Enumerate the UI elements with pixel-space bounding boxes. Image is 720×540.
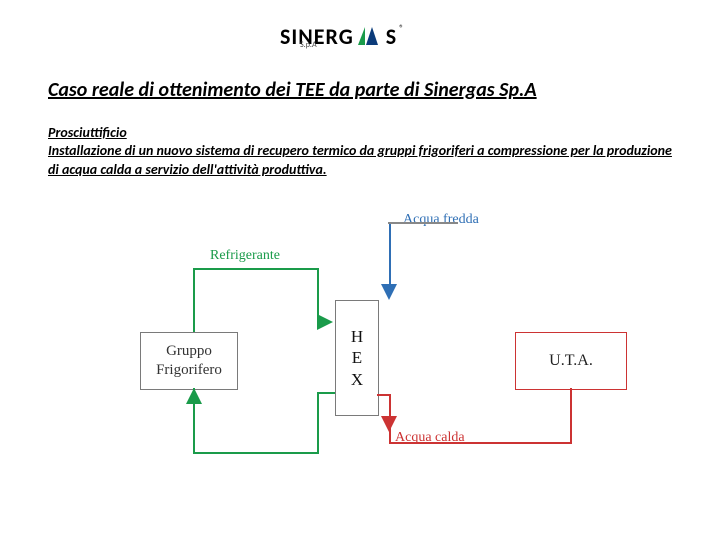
- pipe-green-in: [317, 392, 319, 452]
- pipe-green-out: [317, 268, 319, 322]
- logo-subtitle: S.p.A: [300, 40, 317, 50]
- arrow-icon: [381, 416, 397, 432]
- label-acqua-fredda: Acqua fredda: [403, 212, 479, 228]
- pipe-green-in: [193, 388, 195, 452]
- pipe-green-out: [317, 322, 327, 324]
- pipe-green-out: [193, 268, 317, 270]
- slide-subtitle-2: Installazione di un nuovo sistema di rec…: [48, 142, 672, 180]
- pipe-red-out: [377, 394, 389, 396]
- pipe-grey: [388, 222, 458, 224]
- node-uta: U.T.A.: [515, 332, 627, 390]
- pipe-red-out: [389, 442, 572, 444]
- logo-text-right: S: [386, 23, 397, 50]
- node-gruppo-frigorifero: GruppoFrigorifero: [140, 332, 238, 390]
- label-refrigerante: Refrigerante: [210, 248, 280, 264]
- logo-registered-icon: ®: [399, 23, 404, 34]
- slide-title: Caso reale di ottenimento dei TEE da par…: [48, 78, 672, 102]
- slide-subtitle-1: Prosciuttificio: [48, 124, 127, 141]
- slide: SINERG S ® S.p.A Caso reale di ottenimen…: [0, 0, 720, 540]
- node-hex: HEX: [335, 300, 379, 416]
- sinergas-logo: SINERG S ®: [280, 16, 460, 56]
- pipe-red-out: [570, 388, 572, 442]
- pipe-green-in: [193, 452, 319, 454]
- pipe-green-in: [317, 392, 335, 394]
- arrow-icon: [381, 284, 397, 300]
- pipe-green-out: [193, 268, 195, 332]
- logo-triangle-icon: [358, 23, 384, 50]
- process-diagram: GruppoFrigorifero HEX U.T.A. Refrigerant…: [95, 210, 635, 490]
